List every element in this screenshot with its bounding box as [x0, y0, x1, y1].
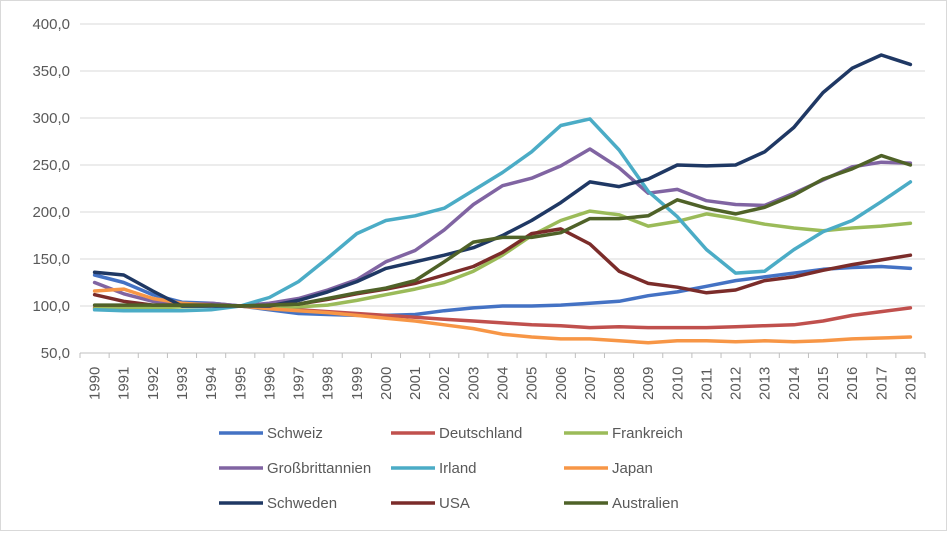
x-tick-label: 1996	[261, 367, 278, 400]
x-tick-label: 2011	[698, 368, 715, 400]
x-tick-label: 2002	[436, 367, 453, 400]
x-tick-label: 2012	[728, 367, 745, 400]
y-tick-label: 150,0	[32, 251, 70, 268]
x-tick-label: 1993	[174, 367, 191, 400]
x-tick-label: 2016	[844, 367, 861, 400]
x-tick-label: 1990	[87, 367, 104, 400]
x-tick-label: 1991	[116, 367, 133, 400]
y-tick-label: 300,0	[32, 110, 70, 127]
x-tick-label: 1997	[291, 367, 308, 400]
x-tick-label: 2007	[582, 367, 599, 400]
x-tick-label: 1999	[349, 367, 366, 400]
x-tick-label: 2001	[407, 367, 424, 400]
x-tick-label: 2014	[786, 367, 803, 400]
gridlines	[80, 23, 925, 307]
x-tick-label: 2010	[669, 367, 686, 400]
legend-label: Japan	[612, 460, 653, 477]
series-line-japan	[92, 287, 913, 345]
legend-item: Japan	[564, 460, 653, 477]
y-tick-label: 350,0	[32, 63, 70, 80]
legend-item: Großbrittannien	[219, 460, 371, 477]
x-tick-label: 1995	[232, 367, 249, 400]
x-tick-label: 2006	[553, 367, 570, 400]
legend-label: Frankreich	[612, 425, 683, 442]
x-tick-label: 2003	[465, 367, 482, 400]
legend-item: Schweiz	[219, 425, 323, 442]
x-tick-label: 2004	[495, 367, 512, 400]
legend-label: USA	[439, 495, 470, 512]
series-line-usa	[92, 227, 913, 308]
x-tick-label: 1998	[320, 367, 337, 400]
x-tick-label: 2013	[757, 367, 774, 400]
legend-label: Irland	[439, 460, 477, 477]
legend-item: Australien	[564, 495, 679, 512]
x-tick-label: 1992	[145, 367, 162, 400]
x-tick-label: 2000	[378, 367, 395, 400]
y-tick-label: 400,0	[32, 16, 70, 33]
legend-label: Deutschland	[439, 425, 522, 442]
x-tick-label: 2015	[815, 367, 832, 400]
x-tick-label: 1994	[203, 367, 220, 400]
legend-item: USA	[391, 495, 470, 512]
series-line-frankreich	[92, 209, 913, 311]
legend-label: Schweden	[267, 495, 337, 512]
x-tick-label: 2009	[640, 367, 657, 400]
series-lines	[92, 53, 913, 345]
legend-label: Großbrittannien	[267, 460, 371, 477]
series-line-australien	[92, 153, 913, 308]
legend-label: Australien	[612, 495, 679, 512]
legend-item: Schweden	[219, 495, 337, 512]
legend-item: Irland	[391, 460, 477, 477]
series-line-schweden	[92, 53, 913, 308]
legend: Schweiz Deutschland Frankreich Großbrittann…	[219, 425, 683, 512]
x-tick-label: 2008	[611, 367, 628, 400]
x-tick-label: 2005	[524, 367, 541, 400]
y-tick-label: 250,0	[32, 157, 70, 174]
legend-item: Frankreich	[564, 425, 683, 442]
series-line-irland	[92, 117, 913, 313]
legend-item: Deutschland	[391, 425, 522, 442]
x-tick-label: 2017	[873, 367, 890, 400]
y-tick-label: 200,0	[32, 204, 70, 221]
legend-label: Schweiz	[267, 425, 323, 442]
y-tick-label: 100,0	[32, 298, 70, 315]
axes: 50,0 100,0 150,0 200,0 250,0 300,0 350,0 400,0 1…	[32, 16, 926, 400]
x-tick-label: 2018	[902, 367, 919, 400]
y-tick-label: 50,0	[41, 345, 70, 362]
